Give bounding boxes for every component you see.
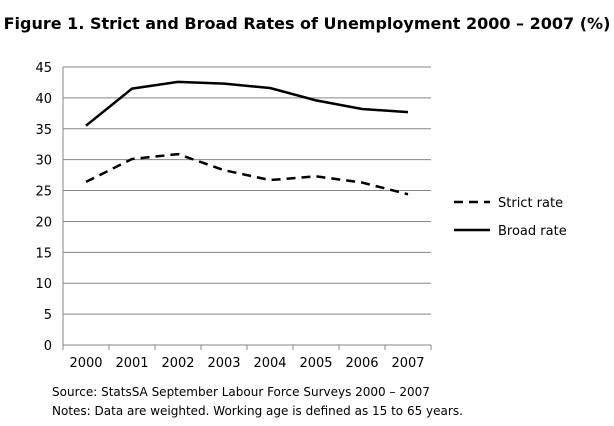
legend-label-broad-rate: Broad rate [498,224,567,239]
y-tick-label-35: 35 [35,123,52,138]
chart-title: Figure 1. Strict and Broad Rates of Unem… [3,14,611,33]
x-tick-label-2005: 2005 [299,356,332,371]
x-tick-label-2001: 2001 [115,356,148,371]
x-tick-label-2007: 2007 [391,356,424,371]
x-tick-label-2006: 2006 [345,356,378,371]
y-tick-label-10: 10 [35,277,52,292]
x-tick-label-2002: 2002 [161,356,194,371]
source-note: Source: StatsSA September Labour Force S… [52,385,430,399]
y-tick-label-0: 0 [44,339,52,354]
y-tick-label-25: 25 [35,185,52,200]
series-line-strict-rate [85,152,409,196]
y-tick-label-20: 20 [35,215,52,230]
y-tick-label-15: 15 [35,246,52,261]
notes-line: Notes: Data are weighted. Working age is… [52,404,463,418]
y-tick-label-40: 40 [35,92,52,107]
y-tick-label-30: 30 [35,154,52,169]
y-tick-label-45: 45 [35,61,52,76]
y-tick-label-5: 5 [44,308,52,323]
series-line-broad-rate [85,80,409,127]
x-tick-label-2004: 2004 [253,356,286,371]
x-tick-label-2000: 2000 [69,356,102,371]
legend-label-strict-rate: Strict rate [498,196,563,211]
x-tick-label-2003: 2003 [207,356,240,371]
